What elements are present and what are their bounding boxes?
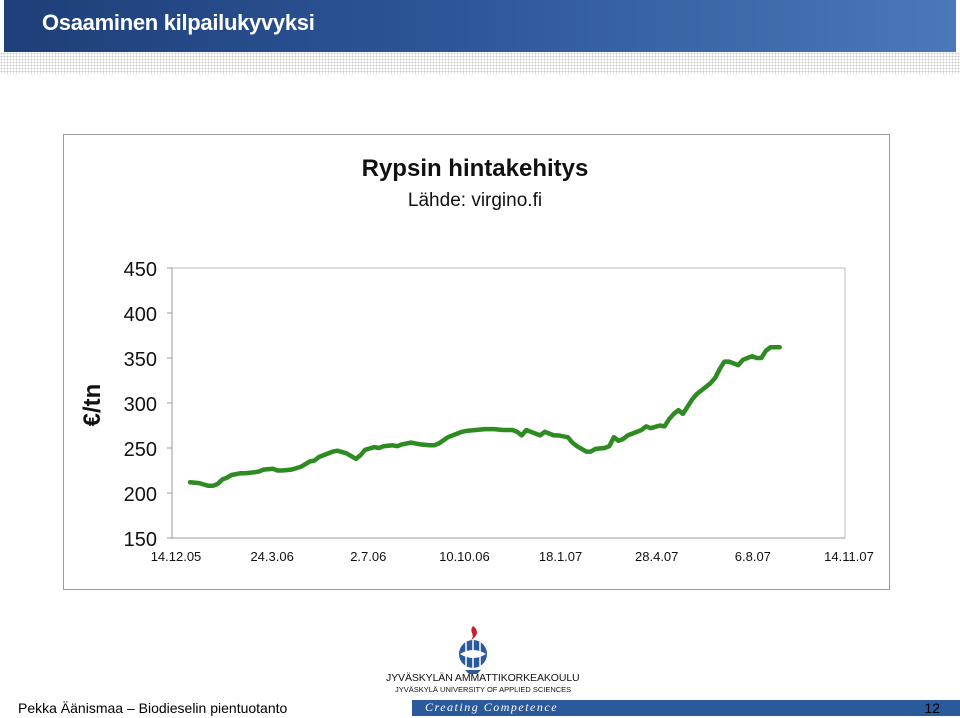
footer-author: Pekka Äänismaa – Biodieselin pientuotant…: [18, 700, 288, 716]
chart-subtitle: Lähde: virgino.fi: [408, 190, 542, 211]
x-tick-label: 14.11.07: [824, 549, 874, 564]
x-tick-label: 28.4.07: [635, 549, 678, 564]
x-tick-label: 24.3.06: [250, 549, 293, 564]
y-axis-label: €/tn: [79, 384, 106, 427]
y-tick-label: 250: [124, 439, 157, 461]
y-tick-label: 300: [124, 394, 157, 416]
slide-header: Osaaminen kilpailukyvyksi: [4, 0, 956, 52]
y-tick-label: 350: [124, 349, 157, 371]
x-tick-label: 2.7.06: [350, 549, 386, 564]
axes: [171, 267, 846, 539]
footer-bar: [412, 700, 960, 716]
x-tick-label: 10.10.06: [439, 549, 490, 564]
series-line: [187, 344, 782, 489]
chart-title: Rypsin hintakehitys: [362, 155, 589, 182]
page-number: 12: [924, 700, 940, 716]
series-group: [187, 344, 782, 489]
x-ticks: 14.12.05 24.3.06 2.7.06 10.10.06 18.1.07 28.4…: [151, 549, 874, 564]
footer-slogan: Creating Competence: [425, 700, 559, 714]
university-logo: [380, 626, 580, 718]
university-name-en: JYVÄSKYLÄ UNIVERSITY OF APPLIED SCIENCES: [395, 685, 572, 694]
x-tick-label: 6.8.07: [735, 549, 771, 564]
y-ticks: 150 200 250 300 350 400 450: [124, 259, 172, 551]
university-name: JYVÄSKYLÄN AMMATTIKORKEAKOULU: [386, 672, 580, 684]
y-tick-label: 450: [124, 259, 157, 281]
slide-title: Osaaminen kilpailukyvyksi: [42, 10, 315, 35]
y-tick-label: 400: [124, 304, 157, 326]
x-tick-label: 18.1.07: [539, 549, 582, 564]
flame-logo-icon: [459, 626, 487, 674]
y-tick-label: 150: [124, 529, 157, 551]
x-tick-label: 14.12.05: [151, 549, 202, 564]
chart-area: [63, 134, 890, 590]
y-tick-label: 200: [124, 484, 157, 506]
dotted-band: [0, 52, 960, 74]
